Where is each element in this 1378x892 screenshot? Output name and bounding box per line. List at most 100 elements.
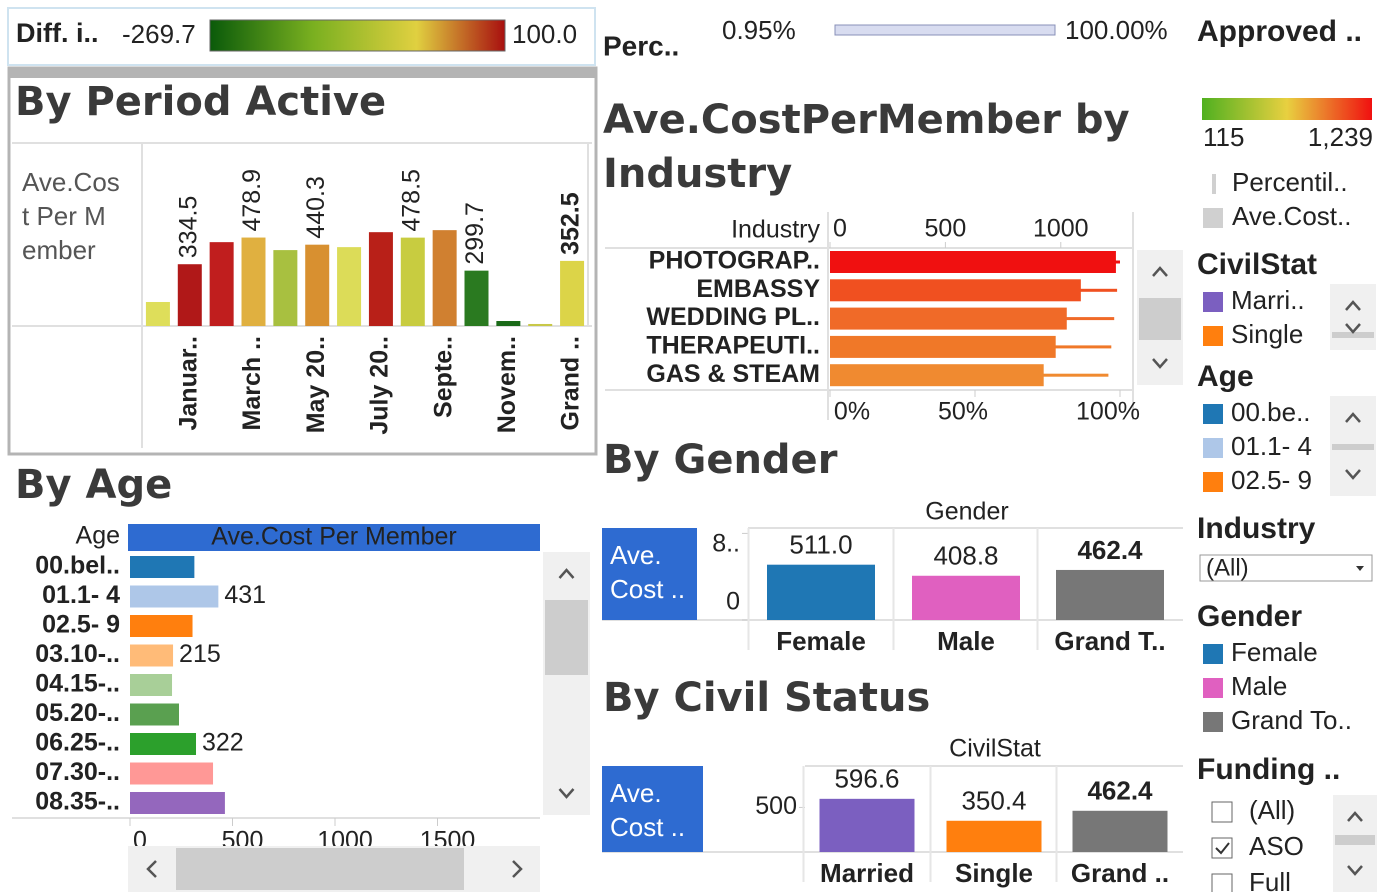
scroll-down[interactable] xyxy=(558,788,575,799)
data-label: 350.4 xyxy=(961,786,1026,816)
bar xyxy=(946,820,1042,852)
slider-track[interactable] xyxy=(834,24,1056,36)
dropdown-value: (All) xyxy=(1206,554,1249,581)
bar xyxy=(819,798,915,852)
x-tick-label: Male xyxy=(937,626,995,656)
x-tick-label: 500 xyxy=(222,827,264,855)
column-header: Ave.Cost Per Member xyxy=(211,523,456,551)
scroll-up[interactable] xyxy=(1347,811,1363,822)
scroll-down[interactable] xyxy=(1347,865,1363,876)
bar xyxy=(241,237,266,326)
legend-swatch[interactable] xyxy=(1203,326,1223,346)
y-tick-label: 01.1- 4 xyxy=(42,581,120,609)
legend-swatch[interactable] xyxy=(1203,678,1223,698)
scroll-down[interactable] xyxy=(1345,469,1361,480)
legend-swatch[interactable] xyxy=(1203,472,1223,492)
bar xyxy=(1072,810,1168,852)
panel-grip[interactable] xyxy=(9,68,596,78)
bar xyxy=(209,242,234,326)
filter-title: Industry xyxy=(1197,512,1316,545)
x-tick-label: July 20.. xyxy=(366,336,394,435)
scrollbar-thumb[interactable] xyxy=(545,600,588,675)
bar xyxy=(130,792,225,814)
legend-frame xyxy=(7,7,596,66)
x-tick-label: 1500 xyxy=(420,827,476,855)
bar xyxy=(145,301,170,326)
scroll-up[interactable] xyxy=(1152,266,1168,277)
y-tick-label: 0 xyxy=(726,588,740,616)
checkbox[interactable] xyxy=(1211,873,1233,892)
legend-swatch[interactable] xyxy=(1203,644,1223,664)
scrollbar-track xyxy=(1330,284,1376,350)
x-tick-label: Grand T.. xyxy=(1054,626,1165,656)
data-label: 334.5 xyxy=(174,196,202,259)
legend-label: Grand To.. xyxy=(1231,705,1352,735)
data-label: 322 xyxy=(202,729,244,757)
scroll-up[interactable] xyxy=(558,568,575,579)
y-tick-label: 08.35-.. xyxy=(35,788,120,816)
legend-swatch[interactable] xyxy=(1203,712,1223,732)
data-label: 462.4 xyxy=(1077,535,1143,565)
legend-label: Female xyxy=(1231,637,1318,667)
checkbox[interactable] xyxy=(1211,801,1233,823)
bars: 00.bel..01.1- 4 431 02.5- 903.10-.. 215 04.1… xyxy=(12,552,540,855)
legend-label: Single xyxy=(1231,319,1303,349)
bar xyxy=(767,564,875,620)
x-tick-label: Grand .. xyxy=(1071,858,1169,888)
y-tick-label: 05.20-.. xyxy=(35,699,120,727)
scrollbar-track xyxy=(543,552,590,815)
scroll-up[interactable] xyxy=(1345,300,1361,311)
legend-swatch xyxy=(1212,174,1216,194)
bar xyxy=(560,260,585,326)
bar xyxy=(130,585,219,608)
bar xyxy=(830,364,1044,387)
legend-swatch[interactable] xyxy=(1203,404,1223,424)
scrollbar-thumb[interactable] xyxy=(176,848,464,890)
legend-swatch[interactable] xyxy=(1203,292,1223,312)
y-tick-label: 8.. xyxy=(712,530,740,558)
legend-label: Male xyxy=(1231,671,1287,701)
x-tick-label: Married xyxy=(820,858,914,888)
scrollbar-thumb[interactable] xyxy=(1332,444,1374,450)
legend-swatch xyxy=(1203,208,1223,228)
color-ramp xyxy=(1202,98,1372,120)
chart-title: By Age xyxy=(15,462,172,508)
data-label: 440.3 xyxy=(302,176,330,239)
x-tick-label: Novem.. xyxy=(493,336,521,433)
bar xyxy=(177,264,202,326)
chart-title: Ave.CostPerMember by Industry xyxy=(603,97,1130,197)
x-tick-label: March .. xyxy=(238,336,266,430)
scrollbar-thumb[interactable] xyxy=(1332,332,1374,338)
x-tick-label: 100% xyxy=(1076,398,1140,426)
data-label: 431 xyxy=(224,581,266,609)
scroll-left[interactable] xyxy=(146,860,157,878)
y-tick-label: EMBASSY xyxy=(696,275,820,303)
dropdown-arrow[interactable] xyxy=(1356,566,1364,571)
y-tick-label: 04.15-.. xyxy=(35,670,120,698)
data-label: 352.5 xyxy=(557,192,585,255)
scrollbar-thumb[interactable] xyxy=(1139,298,1181,340)
data-label: 478.9 xyxy=(238,169,266,232)
legend-label: Marri.. xyxy=(1231,285,1305,315)
scroll-up[interactable] xyxy=(1345,412,1361,423)
dropdown[interactable] xyxy=(1199,554,1373,582)
checkmark xyxy=(1215,842,1230,855)
scroll-down[interactable] xyxy=(1345,323,1361,334)
bar xyxy=(464,270,489,326)
scroll-down[interactable] xyxy=(1152,358,1168,369)
bar xyxy=(368,232,393,326)
bar xyxy=(130,556,195,578)
legend-swatch[interactable] xyxy=(1203,438,1223,458)
checkbox[interactable] xyxy=(1211,837,1233,859)
bar xyxy=(273,250,298,326)
bar xyxy=(130,733,197,755)
bottom-axis: 0% 50% 100% xyxy=(829,390,1140,426)
scroll-right[interactable] xyxy=(512,860,523,878)
scrollbar-thumb[interactable] xyxy=(1335,835,1375,845)
x-tick-label: Januar.. xyxy=(174,336,202,431)
bar xyxy=(830,335,1056,358)
column-header: Age xyxy=(76,522,120,550)
legend-min: 115 xyxy=(1203,122,1244,152)
